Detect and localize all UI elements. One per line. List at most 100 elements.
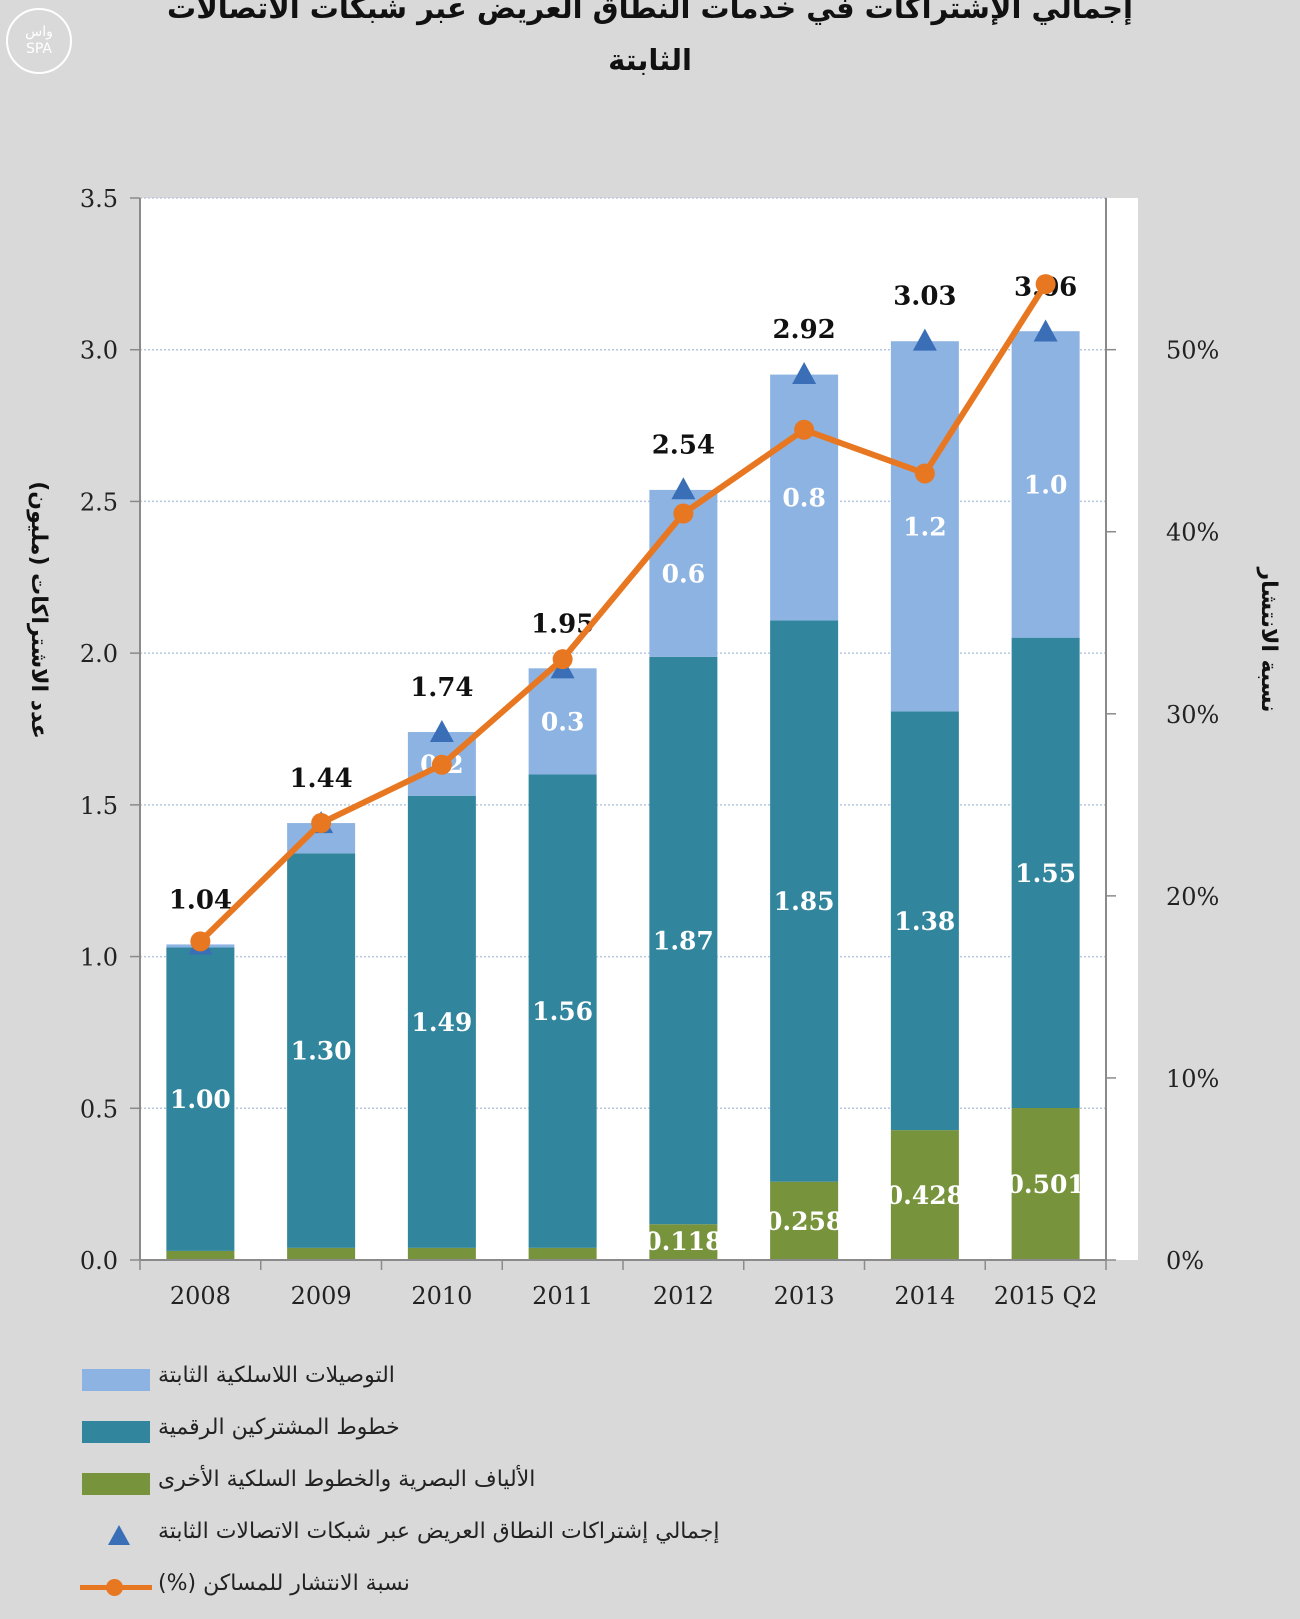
legend-item-total: إجمالي إشتراكات النطاق العريض عبر شبكات … (80, 1511, 880, 1563)
total-value-label: 1.04 (169, 885, 232, 915)
watermark-logo: واس SPA (6, 8, 72, 74)
y2-tick-label: 0% (1166, 1247, 1204, 1275)
penetration-point (1035, 274, 1056, 295)
x-tick-label: 2015 Q2 (994, 1282, 1098, 1310)
bar-value-label: 0.428 (886, 1181, 964, 1210)
bar-segment (287, 1247, 356, 1260)
penetration-point (673, 503, 694, 524)
legend-label-dsl: خطوط المشتركين الرقمية (158, 1415, 400, 1440)
total-marker (792, 361, 817, 384)
bar-value-label: 0.6 (662, 559, 706, 588)
total-value-label: 1.44 (289, 764, 352, 794)
y2-tick-label: 50% (1166, 337, 1219, 365)
x-tick-label: 2011 (532, 1282, 593, 1310)
bar-segment (166, 1250, 235, 1260)
bar-value-label: 1.49 (411, 1008, 472, 1037)
penetration-point (914, 463, 935, 484)
legend-label-total: إجمالي إشتراكات النطاق العريض عبر شبكات … (158, 1519, 720, 1544)
x-tick-label: 2012 (653, 1282, 714, 1310)
chart-plot: 0.0 0.5 1.0 1.5 2.0 2.5 3.0 3.5 0% 10% 20% 30% 40% 50… (26, 185, 1281, 1310)
penetration-point (552, 649, 573, 670)
y2-tick-label: 40% (1166, 519, 1219, 547)
y-tick-label: 2.5 (80, 488, 118, 516)
bar-segment (649, 1224, 718, 1260)
dot-marker-icon (106, 1579, 123, 1596)
bar-value-label: 0.501 (1006, 1170, 1084, 1199)
penetration-point (431, 754, 452, 775)
legend-label-wireless: التوصيلات اللاسلكية الثابتة (158, 1363, 395, 1388)
legend-item-dsl: خطوط المشتركين الرقمية (80, 1407, 880, 1459)
penetration-line (190, 274, 1056, 952)
legend-item-fiber: الألياف البصرية والخطوط السلكية الأخرى (80, 1459, 880, 1511)
x-tick-label: 2013 (774, 1282, 835, 1310)
bar-segment (890, 1130, 959, 1260)
bar-value-label: 1.55 (1015, 859, 1076, 888)
bar-segment (1011, 1107, 1080, 1260)
y-tick-label: 3.0 (80, 337, 118, 365)
total-value-label: 1.74 (410, 673, 473, 703)
total-value-label: 2.92 (772, 315, 835, 345)
bar-value-label: 1.0 (1024, 470, 1068, 499)
bar-value-label: 1.56 (532, 997, 593, 1026)
penetration-line-path (198, 282, 1049, 944)
bar-value-label: 1.2 (903, 512, 947, 541)
penetration-point (190, 931, 211, 952)
bar-labels: 1.001.301.490.21.560.30.1181.870.60.2581… (169, 273, 1085, 1257)
bars (166, 331, 1080, 1260)
bar-value-label: 0.3 (541, 707, 585, 736)
bar-segment (166, 947, 235, 1251)
bar-value-label: 0.8 (782, 483, 826, 512)
y-tick-label: 0.5 (80, 1095, 118, 1123)
bar-value-label: 1.87 (653, 926, 714, 955)
x-tick-label: 2009 (291, 1282, 352, 1310)
legend-label-penetration: نسبة الانتشار للمساكن (%) (158, 1571, 410, 1596)
bar-segment (407, 1247, 476, 1260)
y-axis-title: عدد الاشتراكات (مليون) (26, 481, 51, 739)
y-tick-label: 2.0 (80, 640, 118, 668)
bar-segment (528, 774, 597, 1248)
chart-title-line1: إجمالي الإشتراكات في خدمات النطاق العريض… (167, 0, 1133, 25)
legend-item-wireless: التوصيلات اللاسلكية الثابتة (80, 1355, 880, 1407)
bar-value-label: 0.118 (644, 1227, 722, 1256)
y-tick-label: 3.5 (80, 185, 118, 213)
total-marker (671, 477, 696, 500)
bar-segment (890, 711, 959, 1131)
bar-segment (407, 795, 476, 1248)
y-tick-label: 0.0 (80, 1247, 118, 1275)
y-tick-label: 1.0 (80, 944, 118, 972)
legend-swatch-fiber (82, 1473, 150, 1495)
total-value-label: 2.54 (652, 430, 715, 460)
penetration-point (311, 813, 332, 834)
y2-tick-label: 30% (1166, 701, 1219, 729)
legend-swatch-dsl (82, 1421, 150, 1443)
y2-tick-label: 20% (1166, 883, 1219, 911)
watermark-line1: واس (25, 24, 53, 40)
bar-value-label: 1.30 (291, 1037, 352, 1066)
bar-segment (1011, 637, 1080, 1108)
bar-segment (287, 853, 356, 1248)
penetration-point (794, 419, 815, 440)
y2-tick-label: 10% (1166, 1065, 1219, 1093)
total-value-label: 3.03 (893, 282, 956, 312)
x-tick-label: 2014 (894, 1282, 955, 1310)
bar-value-label: 1.00 (170, 1085, 231, 1114)
bar-segment (890, 341, 959, 712)
legend-item-penetration: نسبة الانتشار للمساكن (%) (80, 1563, 880, 1615)
chart-title: إجمالي الإشتراكات في خدمات النطاق العريض… (0, 0, 1300, 86)
bar-segment (770, 1181, 839, 1260)
bar-segment (528, 1247, 597, 1260)
legend-swatch-wireless (82, 1369, 150, 1391)
x-tick-label: 2010 (411, 1282, 472, 1310)
bar-value-label: 1.85 (774, 887, 835, 916)
bar-segment (770, 620, 839, 1182)
bar-segment (770, 374, 839, 621)
legend-label-fiber: الألياف البصرية والخطوط السلكية الأخرى (158, 1467, 536, 1492)
total-marker (429, 720, 454, 743)
total-marker (1033, 319, 1058, 342)
bar-segment (528, 668, 597, 775)
chart-title-line2: الثابتة (608, 43, 692, 77)
bar-segment (1011, 331, 1080, 638)
bar-value-label: 0.258 (765, 1207, 843, 1236)
y-tick-label: 1.5 (80, 792, 118, 820)
triangle-marker-icon (108, 1525, 130, 1545)
